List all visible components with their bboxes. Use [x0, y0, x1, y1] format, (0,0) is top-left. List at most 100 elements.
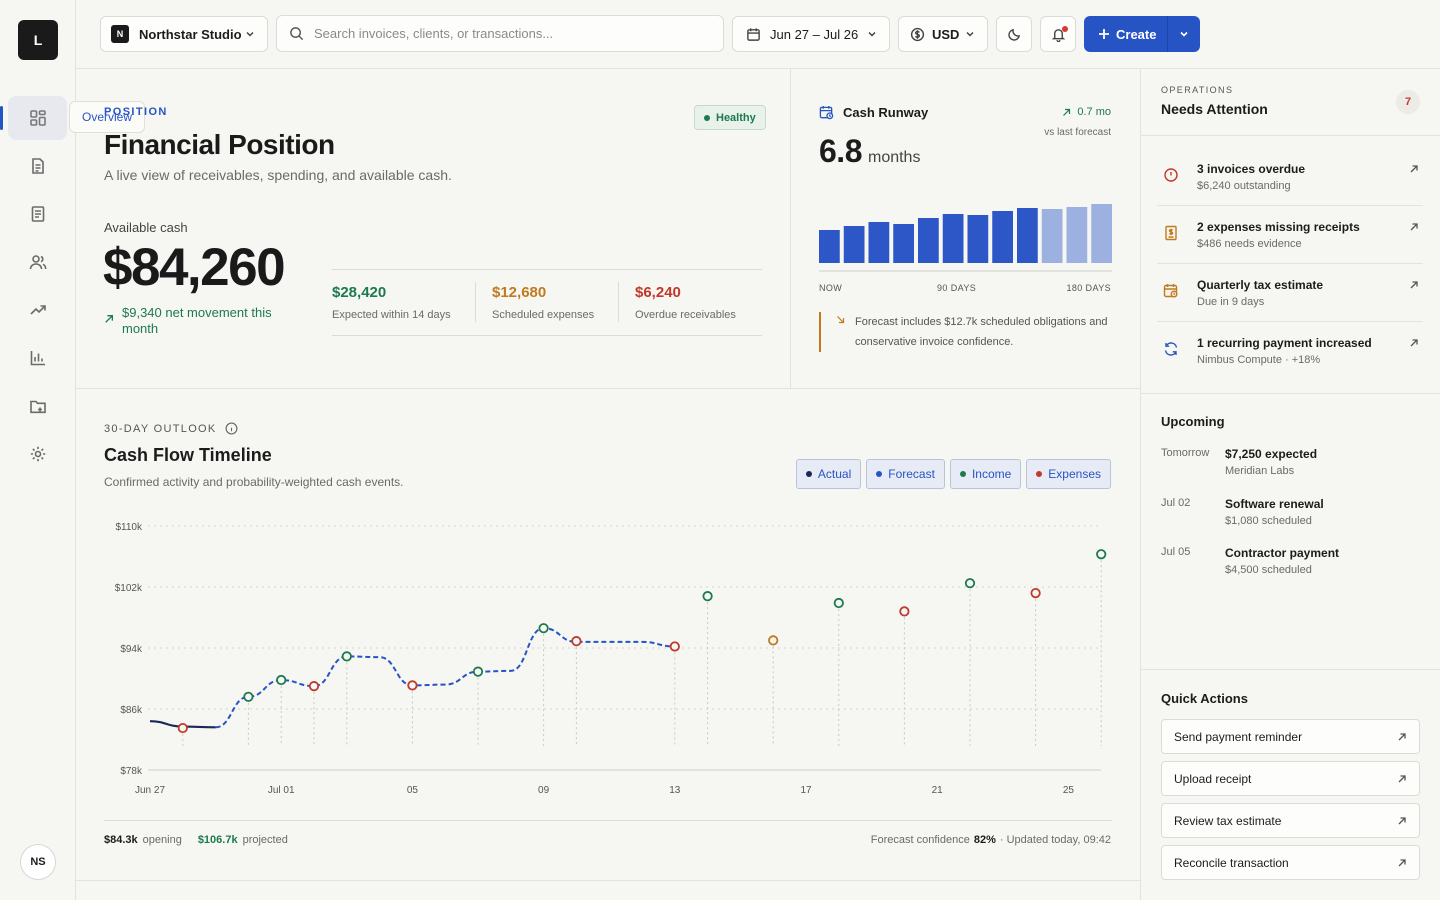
quick-actions-section: Quick Actions Send payment reminder Uplo…: [1141, 670, 1440, 900]
nav-trends[interactable]: [8, 288, 67, 332]
expense-event-point[interactable]: [308, 681, 320, 692]
legend-income[interactable]: Income: [949, 459, 1022, 489]
y-tick-label: $110k: [115, 522, 143, 533]
runway-title: Cash Runway: [843, 105, 929, 120]
create-button[interactable]: Create: [1084, 16, 1168, 52]
notification-dot: [1062, 26, 1068, 32]
income-event-point[interactable]: [472, 666, 484, 677]
attention-item-tax[interactable]: Quarterly tax estimate Due in 9 days: [1157, 264, 1423, 322]
upcoming-item-title: Software renewal: [1225, 497, 1324, 511]
attention-eyebrow: OPERATIONS: [1161, 85, 1234, 95]
legend-actual[interactable]: Actual: [795, 459, 862, 489]
attention-item-receipts[interactable]: 2 expenses missing receipts $486 needs e…: [1157, 206, 1423, 264]
stat-scheduled: $12,680 Scheduled expenses: [492, 284, 594, 321]
stat-expected: $28,420 Expected within 14 days: [332, 284, 451, 321]
stat-value: $28,420: [332, 284, 387, 301]
receipt-icon: [31, 206, 44, 222]
chevron-down-icon: [1180, 31, 1188, 37]
arrow-up-right-icon: [1410, 165, 1418, 173]
upcoming-item-sub: $4,500 scheduled: [1225, 564, 1312, 576]
plus-icon: [1099, 29, 1109, 39]
x-tick-label: 13: [669, 785, 681, 796]
income-event-point[interactable]: [341, 651, 352, 662]
date-range-picker[interactable]: Jun 27 – Jul 26: [732, 16, 890, 52]
stat-value: $6,240: [635, 284, 681, 301]
attention-item-title: 3 invoices overdue: [1197, 162, 1306, 176]
reconcile-button[interactable]: Reconcile transaction: [1161, 845, 1420, 880]
workspace-name: Northstar Studio: [139, 26, 242, 42]
upcoming-item-sub: $1,080 scheduled: [1225, 515, 1312, 527]
expense-event-point[interactable]: [669, 641, 680, 652]
income-event-point[interactable]: [1096, 549, 1107, 560]
nav-settings[interactable]: [8, 432, 67, 476]
upcoming-section: Upcoming Tomorrow $7,250 expected Meridi…: [1141, 394, 1440, 670]
attention-item-title: Quarterly tax estimate: [1197, 278, 1324, 292]
page-subtitle: A live view of receivables, spending, an…: [104, 167, 452, 183]
attention-item-overdue[interactable]: 3 invoices overdue $6,240 outstanding: [1157, 148, 1423, 206]
bell-icon: [1051, 28, 1065, 42]
chevron-down-icon: [966, 31, 974, 37]
workspace-switcher[interactable]: N Northstar Studio: [100, 16, 268, 52]
scheduled-event-point[interactable]: [768, 635, 779, 646]
expense-event-point[interactable]: [1030, 588, 1041, 599]
income-event-point[interactable]: [538, 623, 549, 634]
runway-axis-end: 180 DAYS: [1066, 283, 1111, 293]
nav-reports[interactable]: [8, 336, 67, 380]
nav-overview[interactable]: [0, 96, 67, 140]
upcoming-date: Jul 05: [1161, 546, 1191, 558]
info-icon[interactable]: [225, 422, 238, 435]
attention-item-recurring[interactable]: 1 recurring payment increased Nimbus Com…: [1157, 322, 1423, 380]
x-tick-label: 25: [1063, 785, 1075, 796]
upload-receipt-button[interactable]: Upload receipt: [1161, 761, 1420, 796]
arrow-up-right-icon: [105, 315, 113, 323]
lower-panel: [76, 881, 1141, 900]
legend-label: Actual: [817, 467, 852, 481]
theme-toggle[interactable]: [996, 16, 1032, 52]
runway-bar: [918, 218, 939, 263]
attention-title: Needs Attention: [1161, 101, 1268, 117]
user-avatar[interactable]: NS: [20, 844, 56, 880]
chevron-down-icon: [868, 31, 876, 37]
expense-event-point[interactable]: [571, 636, 582, 647]
opening-label: opening: [142, 834, 182, 846]
divider: [104, 820, 1112, 821]
stat-label: Overdue receivables: [635, 309, 736, 321]
expense-event-point[interactable]: [899, 606, 910, 617]
income-event-point[interactable]: [243, 691, 254, 702]
income-event-point[interactable]: [964, 578, 976, 589]
currency-select[interactable]: USD: [898, 16, 988, 52]
nav-clients[interactable]: [8, 240, 67, 284]
notifications-button[interactable]: [1040, 16, 1076, 52]
search-input[interactable]: [314, 26, 694, 41]
cashflow-eyebrow-group: 30-DAY OUTLOOK: [104, 422, 238, 435]
income-event-point[interactable]: [276, 674, 287, 686]
attention-count-badge: 7: [1396, 90, 1420, 114]
review-tax-button[interactable]: Review tax estimate: [1161, 803, 1420, 838]
send-reminder-button[interactable]: Send payment reminder: [1161, 719, 1420, 754]
runway-note: Forecast includes $12.7k scheduled oblig…: [819, 312, 1113, 352]
upcoming-item-title: Contractor payment: [1225, 546, 1340, 560]
app-logo[interactable]: L: [18, 20, 58, 60]
arrow-up-right-icon: [1410, 281, 1418, 289]
runway-delta: 0.7 mo: [1062, 106, 1111, 118]
attention-item-title: 1 recurring payment increased: [1197, 336, 1372, 350]
legend-expenses[interactable]: Expenses: [1026, 459, 1111, 489]
runway-bar: [819, 230, 840, 263]
stat-label: Expected within 14 days: [332, 309, 451, 321]
attention-item-sub: $6,240 outstanding: [1197, 180, 1291, 192]
arrow-down-right-icon: [837, 316, 845, 324]
expense-event-point[interactable]: [177, 722, 188, 734]
nav-invoices[interactable]: [8, 144, 67, 188]
expense-event-point[interactable]: [407, 680, 418, 691]
income-event-point[interactable]: [702, 591, 713, 602]
create-dropdown-button[interactable]: [1168, 29, 1200, 39]
legend-dot: [959, 471, 966, 477]
nav-receipts[interactable]: [8, 192, 67, 236]
legend-forecast[interactable]: Forecast: [866, 459, 945, 489]
nav-files[interactable]: [8, 384, 67, 428]
stat-overdue: $6,240 Overdue receivables: [635, 284, 736, 321]
quick-action-label: Reconcile transaction: [1174, 855, 1289, 870]
income-event-point[interactable]: [833, 597, 844, 609]
legend-label: Forecast: [888, 467, 935, 481]
moon-icon: [1007, 28, 1020, 41]
